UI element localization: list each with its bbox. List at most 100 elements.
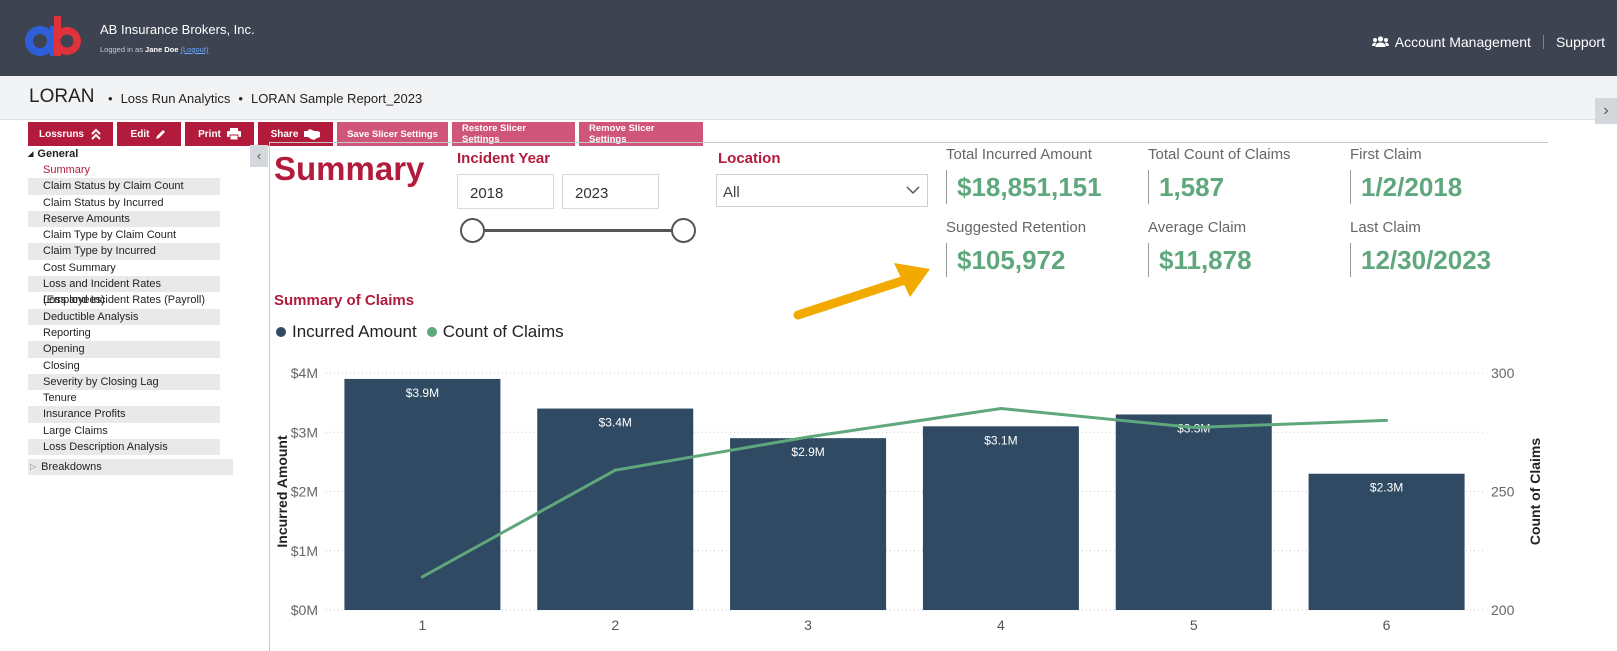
x-tick-label: 4 bbox=[997, 617, 1005, 633]
sidebar-item[interactable]: Loss Description Analysis bbox=[28, 439, 220, 456]
bar-data-label: $2.9M bbox=[791, 445, 824, 459]
sidebar-item[interactable]: Loss and Incident Rates (Employees) bbox=[28, 276, 220, 306]
triangle-down-icon: ◢ bbox=[28, 151, 34, 158]
sidebar-item[interactable]: Claim Status by Claim Count bbox=[28, 178, 220, 195]
kpi-retention-value: $105,972 bbox=[957, 245, 1066, 275]
year-slider-start-handle[interactable] bbox=[460, 218, 485, 243]
collapse-sidebar-button[interactable]: ‹ bbox=[250, 145, 268, 167]
logout-link[interactable]: (Logout) bbox=[180, 45, 209, 54]
sidebar-item[interactable]: Large Claims bbox=[43, 424, 108, 437]
logged-in-text: Logged in as Jane Doe (Logout) bbox=[100, 45, 208, 54]
kpi-last-claim-label: Last Claim bbox=[1350, 219, 1421, 236]
chart-bar bbox=[344, 378, 501, 610]
sidebar-item[interactable]: Closing bbox=[43, 359, 80, 372]
chevron-right-icon: › bbox=[1603, 102, 1609, 119]
sidebar-item[interactable]: Claim Type by Incurred bbox=[28, 243, 220, 260]
y-axis-title: Incurred Amount bbox=[274, 435, 290, 548]
double-chevron-up-icon bbox=[91, 128, 101, 140]
page-title: Summary bbox=[274, 150, 425, 187]
chart-bar bbox=[730, 438, 887, 610]
count-line bbox=[421, 407, 1387, 579]
year-start-input[interactable]: 2018 bbox=[457, 174, 554, 209]
incident-year-label: Incident Year bbox=[457, 150, 551, 167]
edit-button[interactable]: Edit bbox=[117, 122, 181, 146]
y2-tick-label: 300 bbox=[1491, 365, 1515, 381]
year-slider-track[interactable] bbox=[472, 229, 684, 232]
sidebar-item[interactable]: Summary bbox=[43, 164, 91, 176]
kpi-average-claim-value: $11,878 bbox=[1159, 245, 1252, 275]
company-logo[interactable] bbox=[22, 14, 82, 60]
bullet-icon: • bbox=[238, 91, 243, 106]
x-tick-label: 2 bbox=[611, 617, 619, 633]
section-label: General bbox=[37, 148, 79, 160]
legend-incurred[interactable]: Incurred Amount bbox=[292, 322, 417, 341]
chart-title: Summary of Claims bbox=[274, 292, 415, 309]
kpi-first-claim-label: First Claim bbox=[1350, 146, 1422, 163]
support-link[interactable]: Support bbox=[1555, 34, 1605, 50]
count-point bbox=[1192, 426, 1196, 430]
sidebar-item[interactable]: Loss and Incident Rates (Payroll) bbox=[43, 294, 206, 307]
sidebar-item[interactable]: Cost Summary bbox=[43, 261, 116, 274]
expand-right-panel-button[interactable]: › bbox=[1595, 98, 1617, 124]
sidebar-item[interactable]: Claim Status by Incurred bbox=[43, 196, 164, 209]
print-button[interactable]: Print bbox=[185, 122, 254, 146]
chevron-down-icon bbox=[906, 186, 920, 195]
users-icon bbox=[1371, 36, 1389, 47]
triangle-right-icon: ▷ bbox=[30, 462, 37, 472]
chart-bar bbox=[1115, 414, 1272, 610]
account-management-link[interactable]: Account Management bbox=[1371, 34, 1531, 50]
kpi-total-count-label: Total Count of Claims bbox=[1148, 146, 1291, 163]
sidebar-item[interactable]: Reporting bbox=[43, 326, 91, 339]
kpi-total-incurred-value: $18,851,151 bbox=[957, 172, 1102, 202]
count-point bbox=[999, 407, 1003, 411]
location-value: All bbox=[723, 184, 740, 201]
breadcrumb-item-report[interactable]: LORAN Sample Report_2023 bbox=[250, 91, 423, 106]
year-end-input[interactable]: 2023 bbox=[562, 174, 659, 209]
account-management-label: Account Management bbox=[1394, 34, 1531, 50]
bar-data-label: $3.1M bbox=[984, 433, 1017, 447]
location-label: Location bbox=[718, 150, 781, 167]
sidebar-item[interactable]: Insurance Profits bbox=[28, 406, 220, 423]
legend-dot-incurred bbox=[276, 327, 286, 337]
sidebar-item[interactable]: Opening bbox=[28, 341, 220, 358]
summary-chart[interactable]: $0M $1M $2M $3M $4M 200 250 300 Incurred Amount C… bbox=[270, 340, 1548, 651]
top-header: AB Insurance Brokers, Inc. Logged in as … bbox=[0, 0, 1617, 76]
bullet-icon: • bbox=[108, 91, 113, 106]
bar-data-label: $3.9M bbox=[406, 386, 439, 400]
y2-axis-title: Count of Claims bbox=[1527, 438, 1543, 546]
nav-divider bbox=[1542, 35, 1544, 49]
sidebar-item[interactable]: Claim Type by Claim Count bbox=[43, 229, 177, 242]
company-name: AB Insurance Brokers, Inc. bbox=[100, 22, 255, 37]
sidebar-item[interactable]: Reserve Amounts bbox=[28, 210, 220, 228]
sidebar-item[interactable]: Tenure bbox=[43, 392, 77, 405]
breadcrumb-bar: LORAN • Loss Run Analytics • LORAN Sampl… bbox=[0, 76, 1617, 120]
count-point bbox=[1385, 418, 1389, 422]
sidebar-section-general[interactable]: ◢ General bbox=[28, 146, 242, 162]
kpi-divider bbox=[1350, 243, 1351, 277]
sidebar-item[interactable]: Severity by Closing Lag bbox=[28, 373, 220, 391]
breadcrumb: • Loss Run Analytics • LORAN Sample Repo… bbox=[108, 91, 422, 106]
legend-count[interactable]: Count of Claims bbox=[442, 322, 564, 341]
sidebar-section-breakdowns[interactable]: ▷ Breakdowns bbox=[28, 459, 233, 476]
top-nav: Account Management Support bbox=[1371, 34, 1605, 50]
breadcrumb-item-analytics[interactable]: Loss Run Analytics bbox=[120, 91, 231, 106]
app-title: LORAN bbox=[29, 86, 95, 107]
chart-bar bbox=[922, 426, 1079, 610]
kpi-divider bbox=[1350, 170, 1351, 204]
highlight-arrow-icon bbox=[793, 263, 930, 320]
kpi-divider bbox=[946, 170, 947, 204]
x-tick-label: 5 bbox=[1190, 617, 1198, 633]
x-tick-label: 1 bbox=[419, 617, 427, 633]
kpi-total-count-value: 1,587 bbox=[1159, 172, 1225, 202]
kpi-last-claim-value: 12/30/2023 bbox=[1361, 245, 1492, 275]
sidebar-item[interactable]: Deductible Analysis bbox=[28, 308, 220, 325]
location-select[interactable]: All bbox=[716, 174, 928, 207]
logged-in-prefix: Logged in as bbox=[100, 45, 143, 54]
kpi-total-incurred-label: Total Incurred Amount bbox=[946, 146, 1092, 163]
year-slider-end-handle[interactable] bbox=[671, 218, 696, 243]
lossruns-button[interactable]: Lossruns bbox=[28, 122, 113, 146]
edit-label: Edit bbox=[130, 128, 150, 140]
share-label: Share bbox=[270, 128, 299, 140]
printer-icon bbox=[226, 128, 241, 140]
chart-legend: Incurred Amount Count of Claims bbox=[276, 322, 564, 342]
